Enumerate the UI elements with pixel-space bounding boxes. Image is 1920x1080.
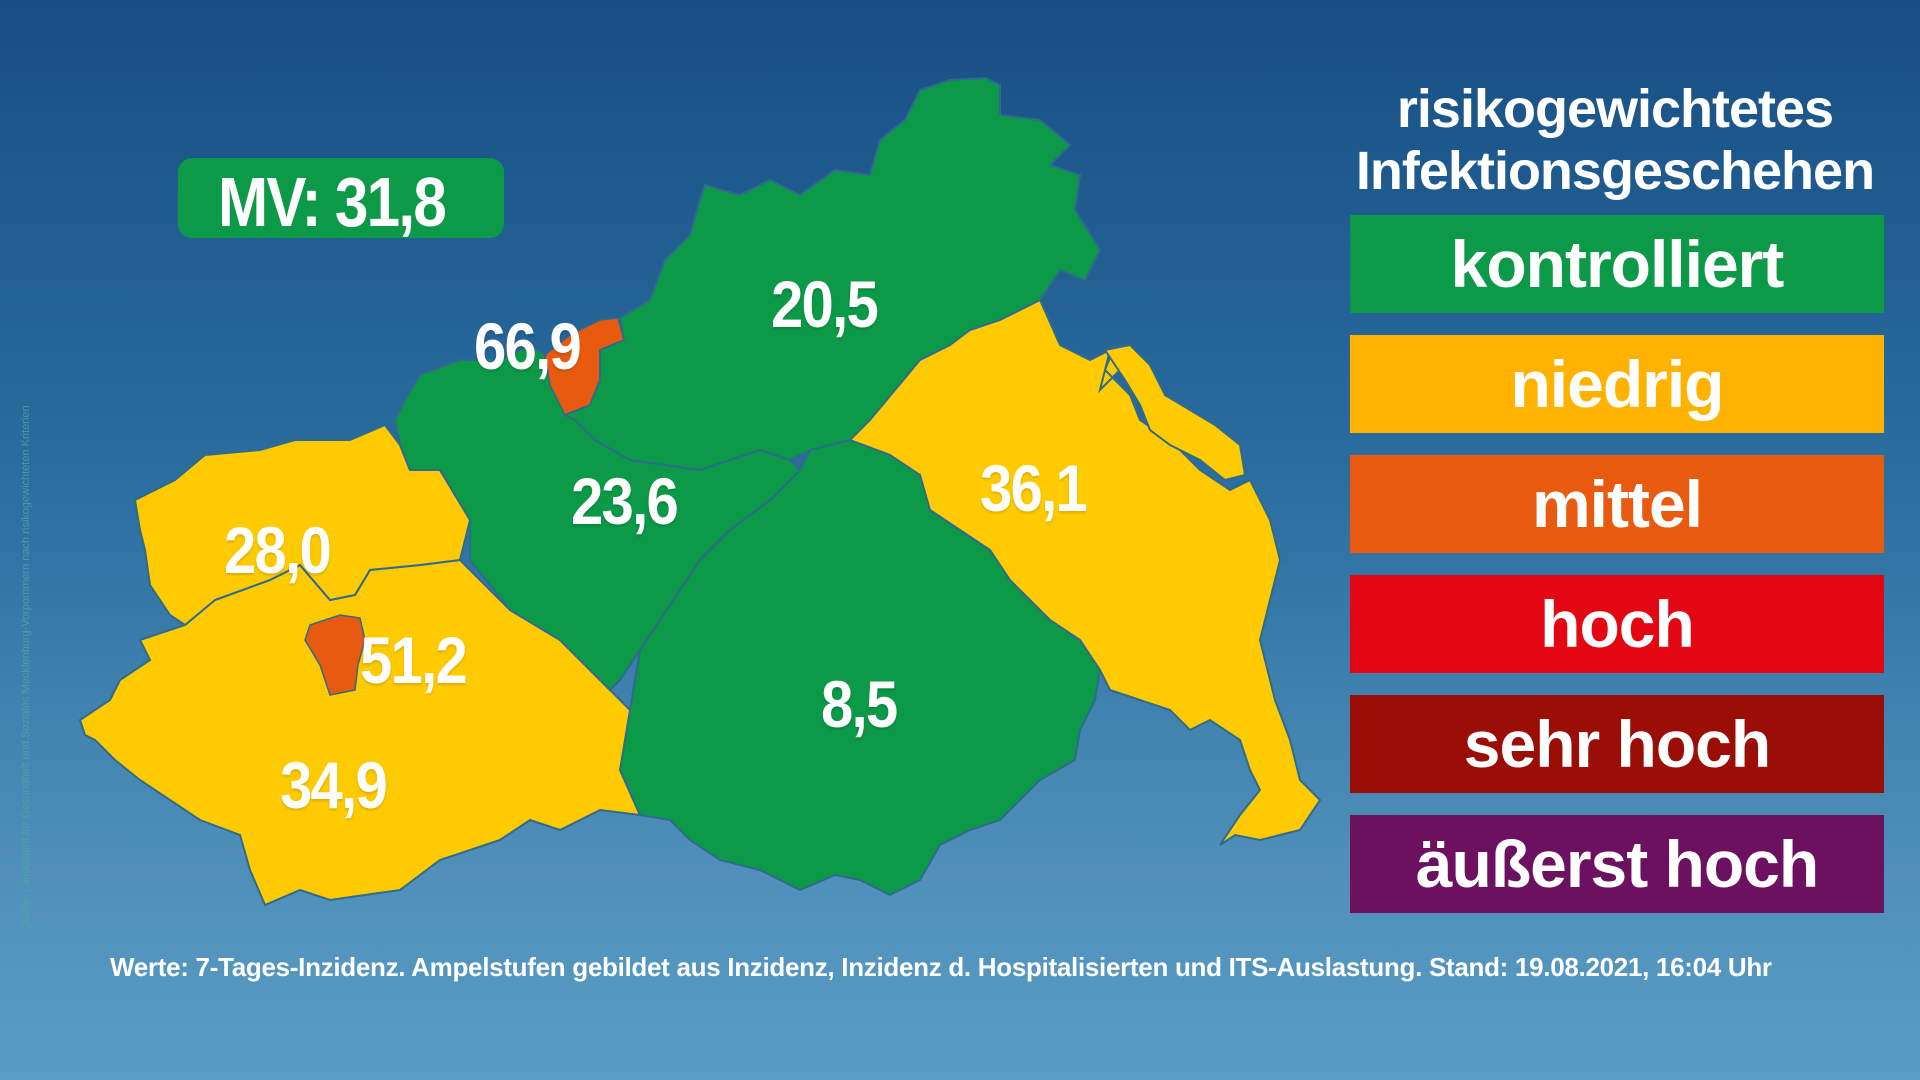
legend-item-niedrig: niedrig bbox=[1350, 335, 1884, 433]
value-label-ludwigslust-parchim: 34,9 bbox=[280, 748, 388, 822]
region-schwerin[interactable] bbox=[304, 614, 366, 696]
region-usedom[interactable] bbox=[1103, 343, 1247, 482]
value-label-schwerin: 51,2 bbox=[360, 623, 468, 697]
value-label-vorpommern-greifswald: 36,1 bbox=[980, 451, 1088, 525]
legend-title-line1: risikogewichtetes bbox=[1396, 79, 1834, 139]
legend-item-kontrolliert: kontrolliert bbox=[1350, 215, 1884, 313]
state-total-label: MV: 31,8 bbox=[218, 163, 447, 241]
value-label-vorpommern-ruegen: 20,5 bbox=[771, 267, 879, 341]
value-label-nordwestmecklenburg: 28,0 bbox=[224, 513, 332, 587]
region-vorpommern-greifswald[interactable] bbox=[848, 298, 1322, 846]
legend-item-sehr-hoch: sehr hoch bbox=[1350, 695, 1884, 793]
legend-item-mittel: mittel bbox=[1350, 455, 1884, 553]
source-note: Quelle: Landesamt für Gesundheit und Soz… bbox=[20, 405, 32, 930]
legend-title-line2: Infektionsgeschehen bbox=[1355, 141, 1875, 201]
legend-item-aeusserst-hoch: äußerst hoch bbox=[1350, 815, 1884, 913]
footer-note: Werte: 7-Tages-Inzidenz. Ampelstufen geb… bbox=[110, 952, 1772, 982]
value-label-landkreis-rostock: 23,6 bbox=[571, 464, 679, 538]
value-label-seenplatte: 8,5 bbox=[821, 667, 898, 741]
region-vorpommern-ruegen[interactable] bbox=[562, 76, 1102, 472]
state-total-badge: MV: 31,8 bbox=[178, 158, 504, 241]
value-label-rostock-stadt: 66,9 bbox=[474, 309, 582, 383]
legend-item-hoch: hoch bbox=[1350, 575, 1884, 673]
region-seenplatte[interactable] bbox=[618, 438, 1102, 897]
region-nordwestmecklenburg[interactable] bbox=[133, 423, 472, 627]
